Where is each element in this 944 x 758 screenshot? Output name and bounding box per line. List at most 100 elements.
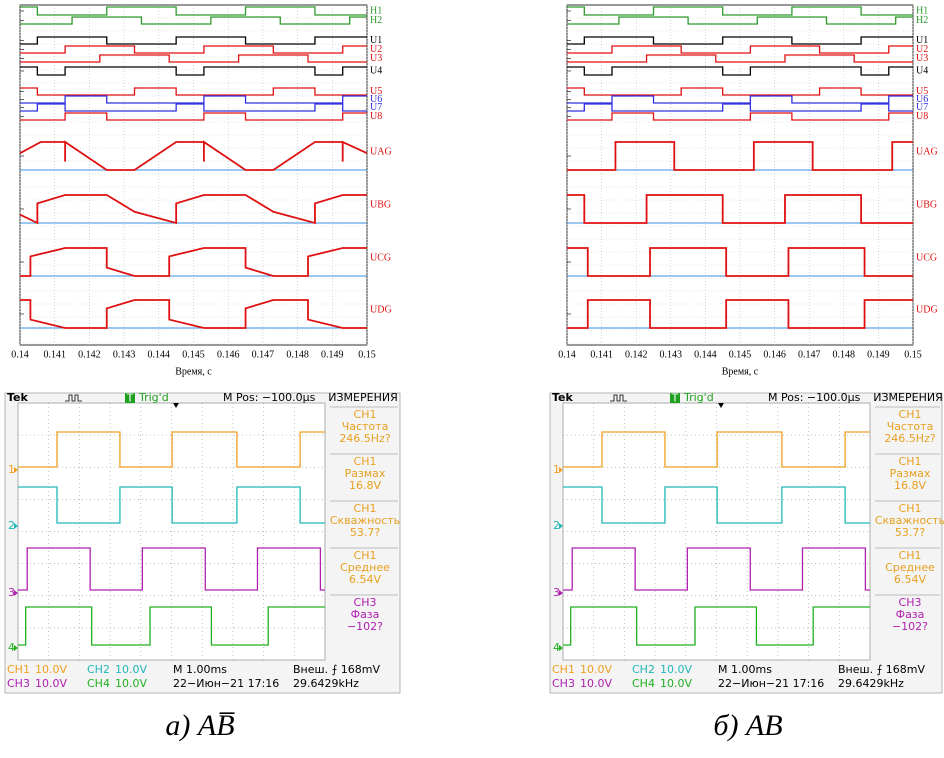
channel-marker: 3: [8, 586, 15, 599]
signal-label: U4: [370, 65, 382, 76]
meas-value: 53.7?: [895, 526, 925, 539]
channel-marker: 1: [8, 463, 15, 476]
signal-label: UBG: [370, 199, 391, 210]
signal-label: UCG: [370, 252, 391, 263]
meas-value: 246.5Hz?: [339, 432, 391, 445]
meas-value: −102?: [892, 620, 928, 633]
channel-name: CH4: [87, 677, 110, 690]
meas-value: 6.54V: [349, 573, 381, 586]
channel-name: CH2: [87, 663, 110, 676]
signal-label: U4: [916, 65, 928, 76]
signal-label: UAG: [370, 146, 392, 157]
signal-label: UDG: [370, 304, 392, 315]
channel-marker: 4: [553, 641, 560, 654]
figure: 0.140.1410.1420.1430.1440.1450.1460.1470…: [0, 0, 944, 758]
signal-label: UDG: [916, 304, 938, 315]
x-tick-label: 0.143: [660, 349, 683, 360]
x-tick-label: 0.146: [217, 349, 240, 360]
meas-value: 16.8V: [349, 479, 381, 492]
x-tick-label: 0.148: [833, 349, 856, 360]
signal-label: H2: [916, 15, 928, 26]
m-pos: M Pos: −100.0µs: [768, 391, 861, 404]
channel-marker: 2: [553, 519, 560, 532]
x-tick-label: 0.142: [625, 349, 648, 360]
meas-value: 53.7?: [350, 526, 380, 539]
x-tick-label: 0.14: [11, 349, 29, 360]
trigger-level: Внеш. ⨍ 168mV: [293, 663, 381, 676]
channel-name: CH1: [7, 663, 30, 676]
oscilloscope: TekTTrig'dM Pos: −100.0µsИЗМЕРЕНИЯCH1Час…: [550, 391, 944, 693]
channel-scale: 10.0V: [580, 677, 612, 690]
x-tick-label: 0.14: [558, 349, 576, 360]
channel-marker: 4: [8, 641, 15, 654]
x-tick-label: 0.147: [252, 349, 275, 360]
signal-label: U8: [370, 111, 382, 122]
signal-label: U8: [916, 111, 928, 122]
trigger-freq: 29.6429kHz: [838, 677, 904, 690]
scope-brand: Tek: [552, 391, 574, 404]
signal-label: H2: [370, 15, 382, 26]
x-tick-label: 0.149: [867, 349, 890, 360]
menu-title: ИЗМЕРЕНИЯ: [328, 391, 397, 404]
x-tick-label: 0.15: [904, 349, 922, 360]
page: {"panels": [ {"caption": "а) AB̅", "plot…: [0, 0, 944, 758]
channel-name: CH4: [632, 677, 655, 690]
x-tick-label: 0.144: [694, 349, 717, 360]
caption: б) AB: [713, 709, 782, 742]
channel-scale: 10.0V: [580, 663, 612, 676]
menu-title: ИЗМЕРЕНИЯ: [873, 391, 942, 404]
channel-marker: 2: [8, 519, 15, 532]
trig-status: Trig'd: [138, 391, 169, 404]
x-tick-label: 0.146: [763, 349, 786, 360]
channel-scale: 10.0V: [35, 677, 67, 690]
caption: а) AB̅: [165, 709, 235, 742]
x-axis-label: Время, c: [722, 366, 759, 377]
channel-marker: 1: [553, 463, 560, 476]
trig-icon-text: T: [671, 392, 679, 405]
channel-name: CH3: [7, 677, 30, 690]
x-tick-label: 0.141: [43, 349, 66, 360]
channel-scale: 10.0V: [660, 677, 692, 690]
trigger-freq: 29.6429kHz: [293, 677, 359, 690]
meas-value: 16.8V: [894, 479, 926, 492]
channel-name: CH1: [552, 663, 575, 676]
date: 22−Июн−21 17:16: [173, 677, 279, 690]
signal-label: UBG: [916, 199, 937, 210]
waveform-plot: 0.14 0.141 0.142 0.143 0.144 0.145 0.146 0.147 0…: [558, 5, 937, 377]
trig-status: Trig'd: [683, 391, 714, 404]
waveform-plot: 0.14 0.141 0.142 0.143 0.144 0.145 0.146 0.147 0…: [11, 5, 391, 377]
signal-label: U3: [916, 53, 928, 64]
signal-label: U3: [370, 53, 382, 64]
x-tick-label: 0.148: [286, 349, 309, 360]
channel-scale: 10.0V: [35, 663, 67, 676]
x-tick-label: 0.142: [78, 349, 101, 360]
channel-scale: 10.0V: [115, 663, 147, 676]
x-tick-label: 0.15: [358, 349, 376, 360]
channel-scale: 10.0V: [115, 677, 147, 690]
x-tick-label: 0.141: [590, 349, 613, 360]
m-pos: M Pos: −100.0µs: [223, 391, 316, 404]
timebase: M 1.00ms: [718, 663, 772, 676]
signal-label: UCG: [916, 252, 937, 263]
x-tick-label: 0.145: [729, 349, 752, 360]
channel-marker: 3: [553, 586, 560, 599]
trig-icon-text: T: [126, 392, 134, 405]
signal-label: UAG: [916, 146, 938, 157]
x-tick-label: 0.149: [321, 349, 344, 360]
channel-scale: 10.0V: [660, 663, 692, 676]
date: 22−Июн−21 17:16: [718, 677, 824, 690]
channel-name: CH3: [552, 677, 575, 690]
trigger-level: Внеш. ⨍ 168mV: [838, 663, 926, 676]
meas-value: −102?: [347, 620, 383, 633]
x-tick-label: 0.147: [798, 349, 821, 360]
meas-value: 246.5Hz?: [884, 432, 936, 445]
channel-name: CH2: [632, 663, 655, 676]
scope-brand: Tek: [7, 391, 29, 404]
x-tick-label: 0.145: [182, 349, 205, 360]
meas-value: 6.54V: [894, 573, 926, 586]
x-tick-label: 0.144: [148, 349, 171, 360]
timebase: M 1.00ms: [173, 663, 227, 676]
x-axis-label: Время, c: [175, 366, 212, 377]
x-tick-label: 0.143: [113, 349, 136, 360]
